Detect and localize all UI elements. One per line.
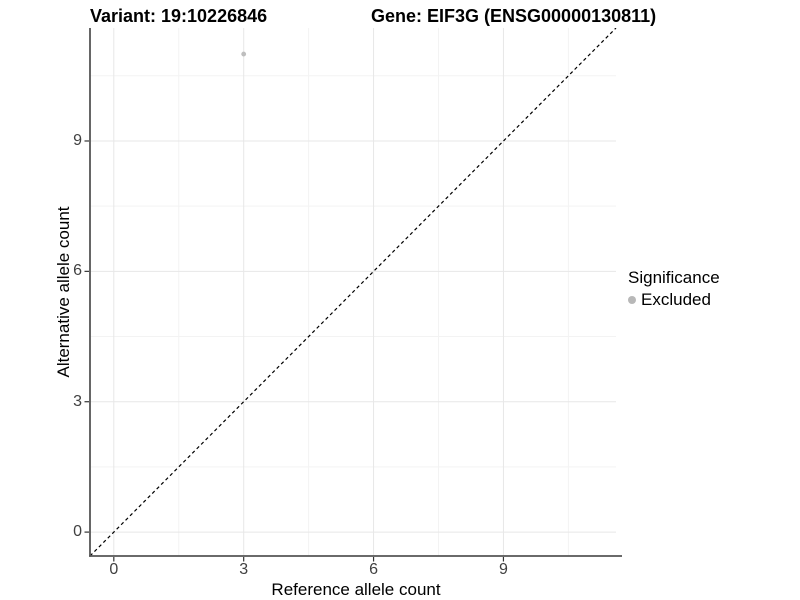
legend-item-label: Excluded [641,290,711,309]
x-axis-tick-label: 0 [109,561,119,578]
legend-items: Excluded [628,289,720,311]
legend: Significance Excluded [628,267,720,311]
y-axis-tick-label: 9 [73,131,82,149]
y-axis-title: Alternative allele count [54,206,73,378]
data-point [241,51,247,57]
legend-point-icon [628,296,636,304]
x-axis-tick-label: 6 [369,561,379,578]
plot-title-variant: Variant: 19:10226846 [90,6,268,26]
y-axis-tick-label: 3 [73,392,82,410]
chart-panel [84,28,622,562]
y-axis-tick-label: 0 [73,523,82,541]
legend-item: Excluded [628,289,720,311]
y-axis-tick-label: 6 [73,262,82,280]
x-axis-tick-label: 9 [498,561,508,578]
x-axis-tick-label: 3 [239,561,249,578]
x-axis-title: Reference allele count [271,580,441,599]
identity-reference-line [89,28,617,557]
plot-title-gene: Gene: EIF3G (ENSG00000130811) [371,6,657,26]
legend-title: Significance [628,268,720,287]
